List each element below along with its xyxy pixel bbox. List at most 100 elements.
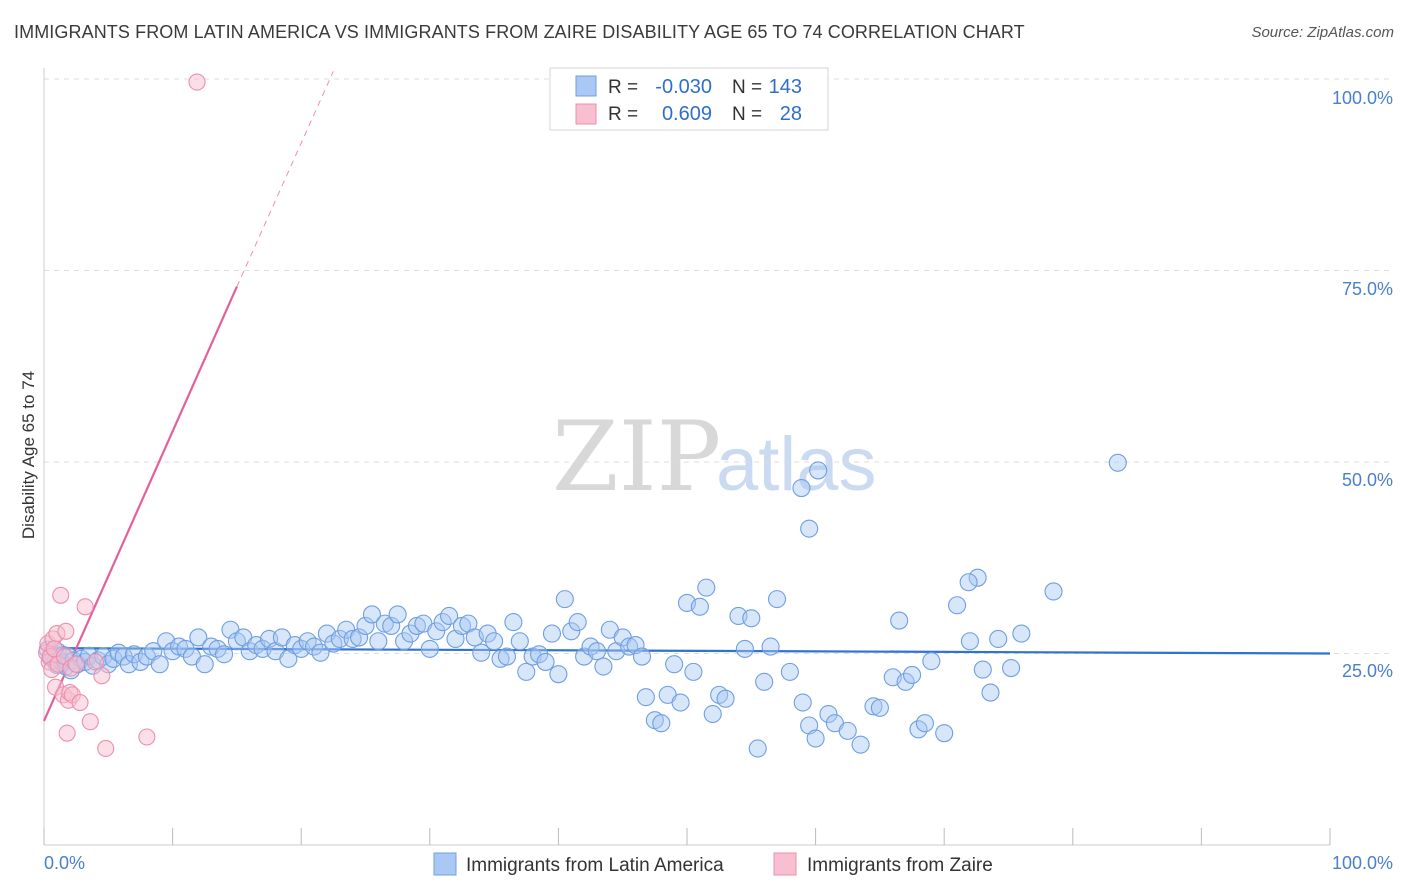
point-latin-america-142 <box>948 596 967 615</box>
legend-swatch-blue <box>575 75 597 97</box>
point-zaire-25 <box>97 739 115 758</box>
x-tick-label-0: 0.0% <box>44 853 85 873</box>
bottom-legend: Immigrants from Latin America Immigrants… <box>433 852 993 876</box>
point-latin-america-136 <box>890 611 909 630</box>
point-latin-america-132 <box>851 735 870 754</box>
point-latin-america-57 <box>330 629 349 648</box>
point-latin-america-103 <box>626 636 645 655</box>
point-latin-america-110 <box>671 693 690 712</box>
point-latin-america-107 <box>652 714 671 733</box>
point-zaire-14 <box>58 724 76 742</box>
point-latin-america-154 <box>1002 659 1021 678</box>
point-latin-america-114 <box>697 578 716 597</box>
point-latin-america-86 <box>517 662 536 681</box>
legend-n-value-1: 143 <box>769 76 802 98</box>
axes <box>43 68 1331 846</box>
point-zaire-10 <box>52 586 70 604</box>
y-tick-label-100: 100.0% <box>1332 88 1393 108</box>
point-zaire-24 <box>93 667 111 685</box>
legend-swatch-pink <box>575 103 597 125</box>
point-latin-america-56 <box>324 634 343 653</box>
point-latin-america-81 <box>485 632 504 651</box>
point-latin-america-67 <box>395 632 414 651</box>
point-zaire-26 <box>138 728 156 746</box>
point-latin-america-91 <box>549 665 568 684</box>
legend-box: R = -0.030 N = 143 R = 0.609 N = 28 <box>549 67 829 131</box>
point-latin-america-134 <box>870 698 889 717</box>
point-latin-america-152 <box>1012 624 1031 643</box>
point-zaire-22 <box>81 713 99 731</box>
point-latin-america-61 <box>356 616 375 635</box>
point-latin-america-145 <box>809 461 828 480</box>
point-latin-america-123 <box>761 637 780 656</box>
trend-line-zaire-extension <box>236 71 334 287</box>
point-latin-america-79 <box>472 643 491 662</box>
legend-n-label-2: N = <box>732 104 762 125</box>
legend-r-label-2: R = <box>608 104 638 125</box>
point-latin-america-124 <box>767 590 787 609</box>
point-latin-america-94 <box>568 613 587 632</box>
point-latin-america-140 <box>922 652 941 671</box>
point-latin-america-126 <box>793 693 812 712</box>
point-latin-america-84 <box>504 613 523 632</box>
point-latin-america-97 <box>587 642 607 661</box>
point-latin-america-59 <box>343 629 362 648</box>
y-tick-label-25: 25.0% <box>1342 661 1393 681</box>
point-latin-america-150 <box>1044 582 1063 601</box>
legend-r-value-1: -0.030 <box>655 76 712 98</box>
point-latin-america-105 <box>636 688 655 707</box>
point-latin-america-33 <box>176 639 195 658</box>
point-latin-america-74 <box>440 606 459 626</box>
legend-r-value-2: 0.609 <box>662 103 712 125</box>
legend-r-label-1: R = <box>608 77 638 98</box>
x-tick-label-100: 100.0% <box>1332 853 1393 873</box>
point-latin-america-149 <box>968 568 987 587</box>
point-latin-america-92 <box>555 590 574 609</box>
point-latin-america-104 <box>632 647 652 666</box>
legend-n-label-1: N = <box>732 77 762 98</box>
y-tick-label-75: 75.0% <box>1342 279 1393 299</box>
data-points <box>38 73 1127 758</box>
bottom-legend-label-2: Immigrants from Zaire <box>807 855 993 876</box>
point-latin-america-131 <box>838 721 857 740</box>
point-latin-america-102 <box>620 637 639 656</box>
bottom-legend-label-1: Immigrants from Latin America <box>466 855 724 876</box>
point-latin-america-36 <box>195 655 214 674</box>
point-latin-america-125 <box>780 662 799 681</box>
point-latin-america-83 <box>497 647 517 666</box>
point-latin-america-133 <box>864 697 883 716</box>
watermark-zip: ZIP <box>552 401 721 513</box>
source-label: Source: ZipAtlas.com <box>1251 24 1394 41</box>
point-latin-america-98 <box>594 657 613 676</box>
point-latin-america-66 <box>388 605 407 624</box>
point-latin-america-90 <box>542 624 562 643</box>
point-latin-america-122 <box>755 672 774 691</box>
chart-title: IMMIGRANTS FROM LATIN AMERICA VS IMMIGRA… <box>14 22 1025 42</box>
point-latin-america-89 <box>536 652 555 671</box>
point-latin-america-129 <box>819 704 838 724</box>
point-zaire-13 <box>57 622 75 640</box>
point-latin-america-128 <box>806 729 825 748</box>
point-zaire-23 <box>86 653 104 671</box>
point-latin-america-65 <box>382 616 401 635</box>
point-latin-america-144 <box>973 660 992 679</box>
point-latin-america-63 <box>369 632 388 651</box>
watermark-atlas: atlas <box>716 422 877 507</box>
point-latin-america-88 <box>530 645 549 664</box>
point-latin-america-115 <box>703 704 722 724</box>
point-latin-america-112 <box>684 662 703 681</box>
point-latin-america-117 <box>716 689 735 708</box>
point-latin-america-35 <box>189 628 208 647</box>
point-latin-america-60 <box>350 628 369 647</box>
point-latin-america-29 <box>150 655 169 674</box>
point-latin-america-109 <box>665 655 684 674</box>
y-axis-title: Disability Age 65 to 74 <box>19 371 38 539</box>
point-latin-america-119 <box>735 639 754 658</box>
point-latin-america-62 <box>362 605 381 624</box>
point-latin-america-93 <box>562 622 581 641</box>
point-zaire-27 <box>188 73 206 91</box>
point-latin-america-121 <box>748 739 767 758</box>
point-latin-america-147 <box>800 519 819 538</box>
point-latin-america-39 <box>214 645 234 664</box>
